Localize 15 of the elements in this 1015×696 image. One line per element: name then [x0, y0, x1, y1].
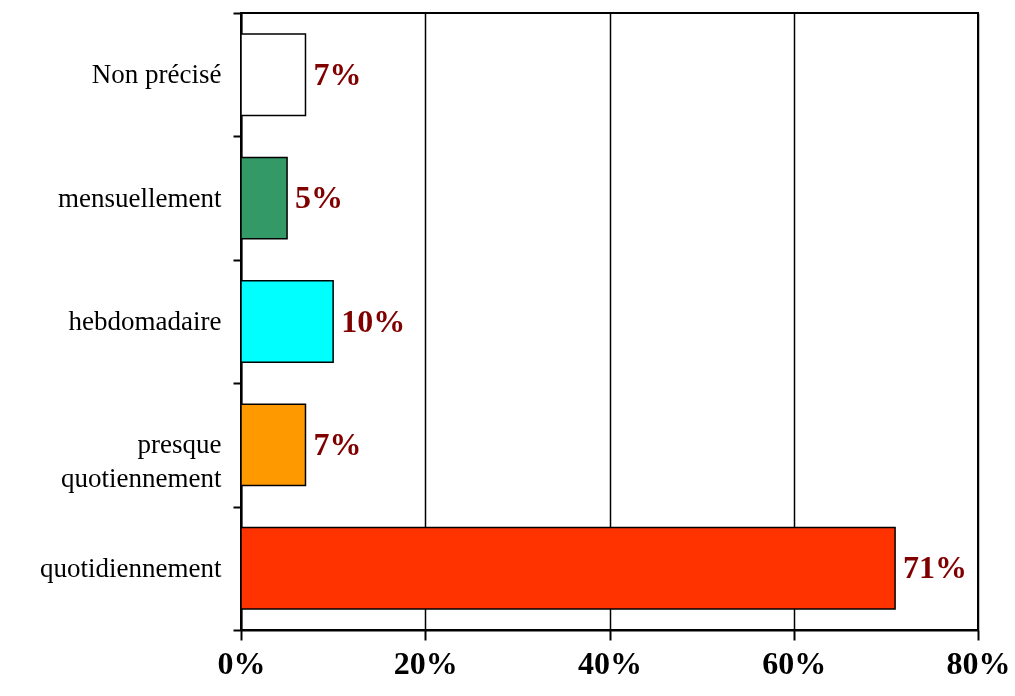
data-label: 5%	[295, 179, 344, 216]
x-tick-label: 0%	[217, 644, 266, 681]
data-label: 7%	[313, 55, 362, 92]
x-tick-label: 40%	[578, 644, 642, 681]
x-tick-label: 20%	[393, 644, 458, 681]
y-tick-label: hebdomadaire	[68, 306, 222, 336]
data-label: 7%	[313, 425, 362, 462]
data-label: 10%	[341, 302, 406, 339]
y-tick-label: mensuellement	[58, 182, 222, 213]
y-tick-label: presque quotiennement	[61, 429, 222, 494]
data-label: 71%	[903, 549, 968, 586]
x-tick-label: 80%	[946, 644, 1011, 681]
x-tick-label: 60%	[762, 644, 827, 681]
y-tick-label: Non précisé	[91, 59, 222, 90]
y-tick-label: quotidiennement	[40, 552, 222, 583]
